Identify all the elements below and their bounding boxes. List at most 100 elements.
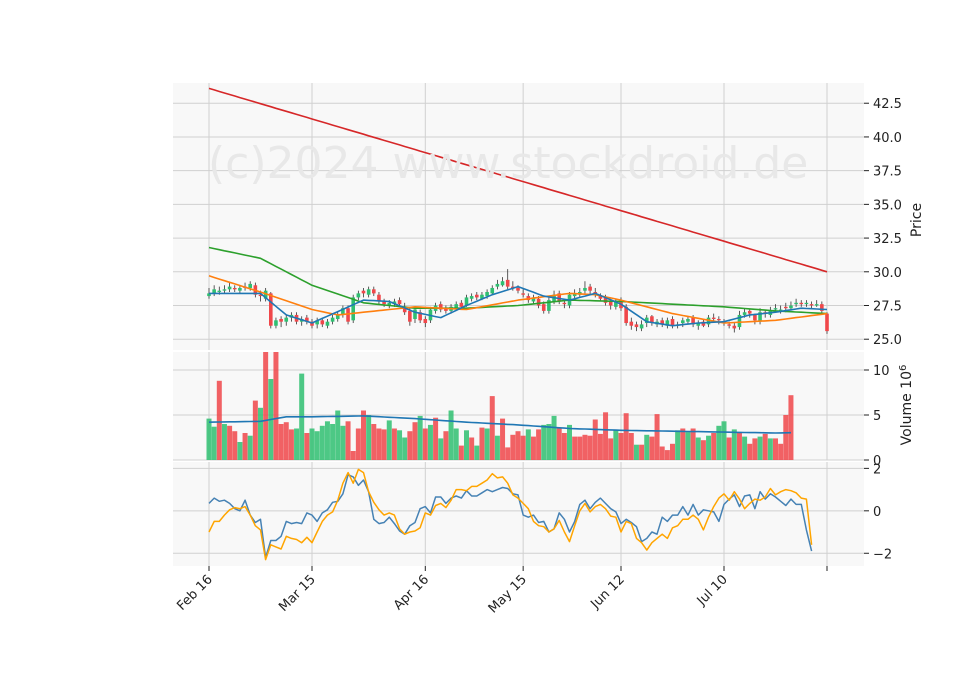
price-axis-label: Price [909,203,925,237]
volume-bar [551,415,557,460]
candle-body [346,308,350,322]
volume-bar [546,424,552,460]
volume-bar [747,443,753,460]
volume-bar [680,428,686,460]
volume-bar [726,437,732,460]
candle-body [784,306,788,309]
candle-body [305,317,309,322]
volume-average-line [208,415,792,434]
volume-panel: 0 5 10 [173,352,890,469]
volume-bar [227,425,233,460]
volume-bar [417,415,423,460]
candle-body [495,283,500,287]
candle-body [825,313,829,332]
volume-bar [597,433,603,460]
candle-body [804,302,809,305]
candle-body [397,300,402,305]
candle-body [284,317,289,322]
candle-body [820,304,824,311]
volume-bar [706,435,712,460]
volume-bar [371,424,377,460]
candle-body [232,287,237,290]
candle-body [325,321,330,326]
volume-bar [211,426,217,460]
volume-bar [324,421,330,460]
volume-bar [628,433,634,460]
volume-bar [361,410,366,460]
volume-bar [690,428,696,460]
candle-body [356,293,361,298]
candle-body [624,306,628,324]
volume-bar [675,430,681,460]
volume-bar [592,419,598,460]
volume-bar [484,428,490,460]
volume-bar [664,450,670,460]
candle-body [212,289,216,294]
volume-bar [453,428,459,460]
candle-body [217,290,222,293]
volume-bar [700,440,706,460]
price-ytick-label: 35.0 [873,198,902,213]
volume-bar [314,431,320,460]
oscillator-line-2 [208,468,813,561]
volume-bar [345,421,351,460]
volume-bar [458,445,464,460]
volume-bar [582,434,588,460]
candle-body [732,325,737,329]
candle-body [418,312,422,321]
candle-body [778,309,783,311]
candle-body [547,300,551,311]
volume-bar [376,428,382,460]
volume-bar [381,429,387,460]
candle-body [598,296,603,299]
volume-bar [644,434,650,460]
volume-bar [309,428,315,460]
oscillator-panel: −2 0 2 [173,462,892,566]
volume-bar [670,443,675,460]
volume-bar [489,396,495,460]
volume-bar [494,435,500,460]
candle-body [454,304,458,309]
volume-bar [577,436,583,460]
candle-body [258,294,263,297]
volume-bar [757,436,763,460]
price-ma-line-1 [208,87,828,273]
volume-bar [788,395,794,460]
candle-body [438,304,443,310]
volume-bar [216,380,222,460]
volume-bar [623,413,629,460]
price-ytick-label: 27.5 [873,300,902,315]
x-tick-label: Jun 12 [588,572,628,612]
candle-body [469,296,474,299]
oscillator-ytick-label: 0 [873,505,881,520]
candle-body [423,318,428,324]
candle-body [650,316,654,324]
volume-bar [464,430,469,460]
volume-bar [397,430,403,460]
volume-bar [654,414,660,460]
volume-bar [695,437,701,460]
volume-bar [731,429,737,460]
candle-body [408,310,412,322]
price-ytick-label: 32.5 [873,232,902,247]
candle-body [629,321,634,326]
price-ytick-label: 40.0 [873,131,902,146]
volume-bar [335,410,341,460]
candle-body [758,312,762,322]
volume-bar [649,436,655,460]
candle-body [464,297,469,306]
candle-body [485,292,489,297]
price-ma-line-2 [208,246,828,315]
volume-ytick-label: 10 [873,364,890,379]
volume-bar [520,435,526,460]
volume-bar [221,424,227,460]
volume-bar [685,432,691,460]
volume-bar [767,438,773,460]
candle-body [789,305,793,309]
volume-bar [427,424,433,460]
volume-bar [283,422,289,460]
candle-body [717,318,721,321]
volume-bar [263,352,269,460]
candle-body [742,312,747,315]
